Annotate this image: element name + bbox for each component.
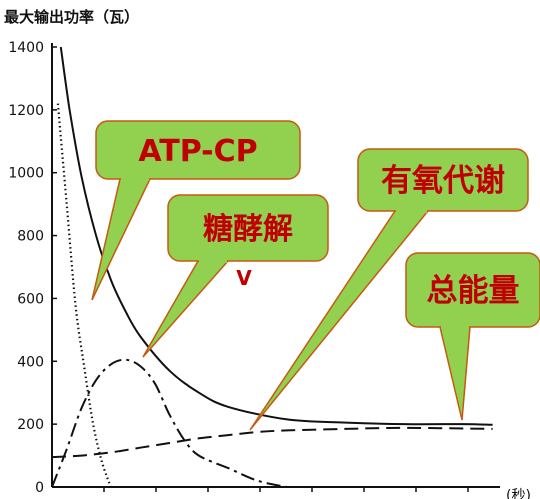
glycolysis-callout-pointer <box>142 260 230 358</box>
atp-cp-callout-pointer <box>91 178 152 301</box>
atp-cp-callout-text: ATP-CP <box>138 134 257 169</box>
atp-cp-callout: ATP-CP <box>91 120 301 301</box>
total-energy-callout-box <box>405 252 540 328</box>
glycolysis-callout-box <box>167 194 329 262</box>
atp-cp-callout-seam <box>121 176 149 181</box>
curves <box>51 46 493 488</box>
aerobic-callout-text: 有氧代谢 <box>381 163 505 199</box>
y-tick-label: 1200 <box>8 103 44 119</box>
x-axis-unit: (秒) <box>506 488 531 499</box>
total-energy-callout: 总能量 <box>405 252 540 421</box>
total-energy-callout-seam <box>441 324 469 329</box>
y-ticks: 0 200 400 600 800 1000 1200 1400 <box>8 40 57 496</box>
aerobic-callout-box <box>357 148 529 212</box>
y-tick-label: 1000 <box>8 166 44 182</box>
aerobic-callout-seam <box>396 208 427 213</box>
glycolysis-callout: 糖酵解 <box>142 194 329 358</box>
atp-cp-callout-box <box>95 120 301 180</box>
axes <box>51 43 500 492</box>
total-energy-curve <box>59 46 493 426</box>
v-annotation: V <box>236 266 252 290</box>
y-tick-label: 0 <box>35 480 44 496</box>
y-tick-label: 1400 <box>8 40 44 56</box>
y-axis-title: 最大输出功率（瓦） <box>4 8 139 26</box>
glycolysis-curve <box>51 358 288 488</box>
y-tick-label: 800 <box>17 229 44 245</box>
glycolysis-callout-text: 糖酵解 <box>203 212 293 247</box>
glycolysis-callout-seam <box>199 258 227 263</box>
total-energy-callout-text: 总能量 <box>427 273 520 309</box>
aerobic-curve <box>51 426 493 459</box>
y-tick-label: 400 <box>17 354 44 370</box>
y-tick-label: 600 <box>17 291 44 307</box>
atp-cp-curve <box>56 103 112 488</box>
y-tick-label: 200 <box>17 417 44 433</box>
total-energy-callout-pointer <box>439 326 471 421</box>
aerobic-callout: 有氧代谢 <box>249 148 529 431</box>
